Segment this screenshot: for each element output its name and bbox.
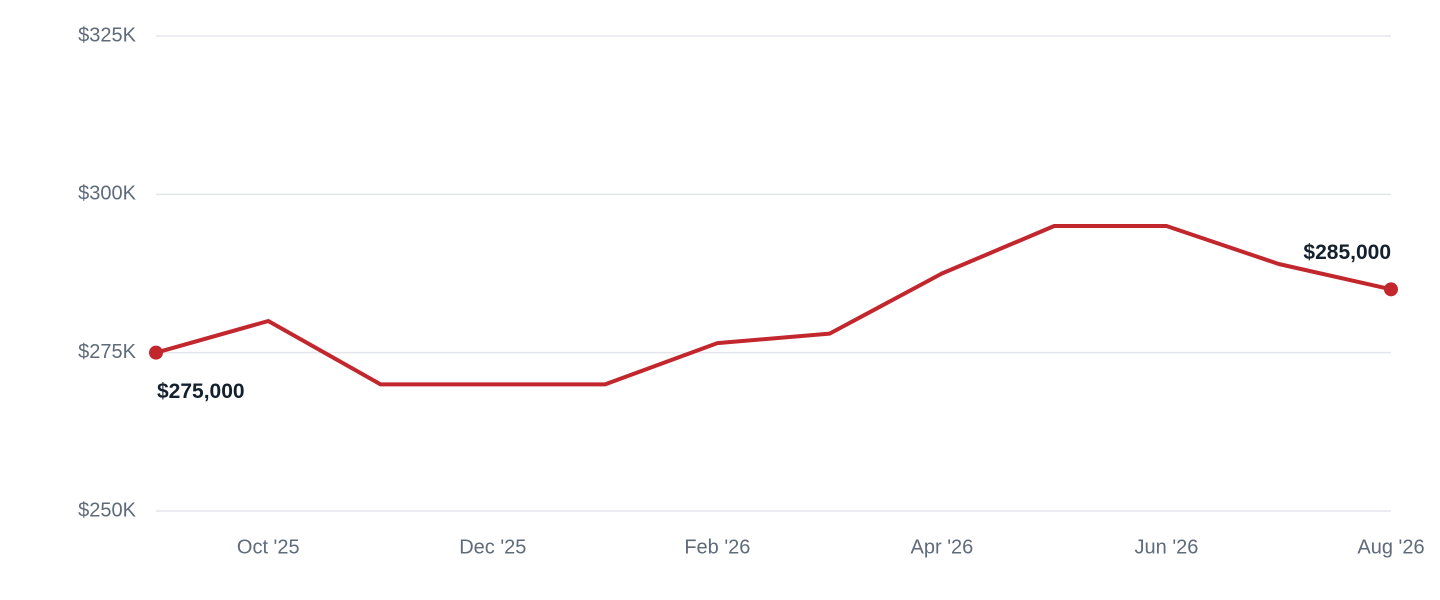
x-tick-label: Aug '26 bbox=[1357, 536, 1424, 558]
x-tick-label: Apr '26 bbox=[911, 536, 974, 558]
x-tick-label: Jun '26 bbox=[1135, 536, 1199, 558]
x-tick-label: Dec '25 bbox=[459, 536, 526, 558]
y-tick-label: $275K bbox=[78, 341, 136, 363]
y-tick-label: $250K bbox=[78, 499, 136, 521]
y-tick-label: $325K bbox=[78, 24, 136, 46]
point bbox=[1384, 282, 1398, 297]
x-tick-label: Feb '26 bbox=[684, 536, 750, 558]
value-label: $285,000 bbox=[1303, 241, 1391, 264]
x-tick-label: Oct '25 bbox=[237, 536, 300, 558]
y-tick-label: $300K bbox=[78, 183, 136, 205]
value-label: $275,000 bbox=[157, 380, 245, 403]
point bbox=[149, 345, 163, 360]
line bbox=[155, 224, 1392, 387]
